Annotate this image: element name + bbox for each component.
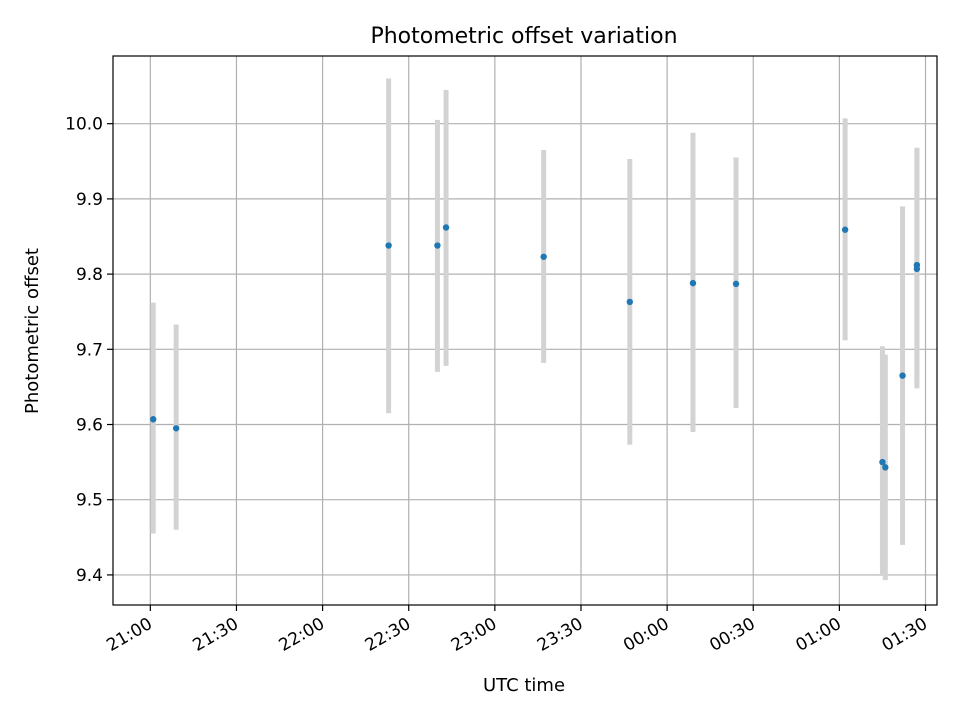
y-tick-label: 9.6: [76, 416, 103, 436]
x-tick-label: 21:30: [190, 614, 242, 656]
data-point: [434, 242, 441, 249]
y-tick-label: 9.8: [76, 265, 103, 285]
x-tick-label: 01:00: [792, 614, 844, 656]
data-points: [149, 224, 921, 471]
x-tick-label: 21:00: [103, 614, 155, 656]
data-point: [732, 280, 740, 288]
data-point: [540, 253, 547, 260]
plot-frame: [112, 55, 938, 606]
x-axis-label: UTC time: [483, 675, 565, 696]
data-point: [879, 458, 886, 466]
data-point: [913, 265, 921, 273]
x-tick-label: 00:00: [620, 614, 672, 656]
data-point: [149, 416, 157, 423]
data-point: [882, 464, 889, 471]
x-tick-label: 22:00: [276, 614, 328, 656]
y-tick-label: 9.9: [76, 190, 103, 210]
data-point: [172, 425, 180, 432]
y-axis-label: Photometric offset: [22, 248, 43, 414]
x-tick-label: 22:30: [362, 614, 414, 656]
y-tick-label: 10.0: [65, 115, 103, 135]
x-tick-label: 00:30: [706, 614, 758, 656]
data-point: [841, 226, 849, 233]
grid: [113, 56, 937, 605]
data-point: [442, 224, 450, 231]
y-tick-label: 9.7: [76, 340, 103, 360]
data-point: [899, 372, 906, 379]
x-tick-label: 23:30: [534, 614, 586, 656]
data-point: [626, 298, 633, 306]
y-tick-label: 9.4: [76, 566, 103, 586]
chart-title: Photometric offset variation: [370, 24, 677, 49]
data-point: [689, 279, 697, 287]
x-tick-label: 23:00: [448, 614, 500, 656]
y-tick-label: 9.5: [76, 491, 103, 511]
error-bars: [150, 78, 920, 581]
data-point: [385, 242, 392, 249]
x-tick-label: 01:30: [879, 614, 931, 656]
